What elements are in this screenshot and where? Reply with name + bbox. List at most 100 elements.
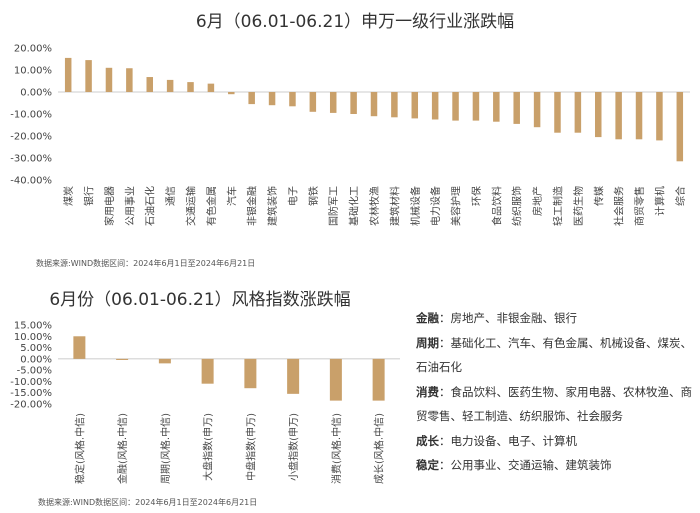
y-tick-label: 0.00% — [20, 88, 52, 99]
style-index-chart: 6月份（06.01-06.21）风格指数涨跌幅 15.00%10.00%5.00… — [10, 290, 400, 507]
bar — [554, 92, 561, 133]
x-category-label: 建筑材料 — [388, 186, 401, 226]
x-category-label: 美容护理 — [450, 186, 463, 226]
bar — [676, 92, 684, 162]
bar — [64, 57, 72, 92]
x-category-label: 成长(风格.中信) — [373, 413, 386, 484]
x-category-label: 医药生物 — [572, 186, 585, 226]
legend-row-growth: 成长：电力设备、电子、计算机 — [416, 433, 577, 448]
bar — [248, 92, 255, 105]
bar — [166, 79, 174, 92]
x-category-label: 商贸零售 — [633, 186, 646, 226]
bar — [533, 92, 541, 128]
bar — [207, 83, 215, 92]
x-category-label: 轻工制造 — [551, 186, 564, 226]
x-category-label: 稳定(风格.中信) — [73, 413, 86, 484]
x-category-label: 石油石化 — [144, 186, 157, 226]
x-category-label: 家用电器 — [103, 186, 116, 226]
chart1-title: 6月（06.01-06.21）申万一级行业涨跌幅 — [196, 12, 514, 32]
x-category-label: 机械设备 — [409, 186, 422, 226]
x-category-label: 传媒 — [593, 186, 605, 206]
x-category-label: 煤炭 — [62, 186, 75, 206]
bar — [228, 92, 235, 95]
legend-row-stable: 稳定：公用事业、交通运输、建筑装饰 — [416, 458, 612, 472]
bar — [574, 92, 582, 133]
bar — [513, 92, 520, 124]
bar — [472, 92, 480, 121]
bar — [289, 92, 296, 107]
bar — [201, 358, 214, 384]
bar — [116, 358, 129, 360]
y-tick-label: 20.00% — [14, 44, 52, 55]
x-category-label: 小盘指数(申万) — [287, 413, 300, 481]
x-category-label: 通信 — [165, 186, 177, 206]
y-tick-label: 10.00% — [14, 332, 52, 343]
x-category-label: 国防军工 — [327, 186, 340, 226]
x-category-label: 非银金融 — [246, 186, 259, 226]
bar — [391, 92, 398, 118]
bar — [350, 92, 357, 114]
x-category-label: 食品饮料 — [490, 186, 503, 226]
x-category-label: 环保 — [470, 186, 483, 206]
legend-row-cyclical: 周期：基础化工、汽车、有色金属、机械设备、煤炭、石油石化 — [416, 335, 692, 375]
x-category-label: 消费(风格.中信) — [330, 413, 343, 484]
bar — [105, 67, 113, 92]
bar — [244, 358, 257, 389]
x-category-label: 公用事业 — [123, 186, 136, 226]
bar — [452, 92, 459, 121]
y-tick-label: -20.00% — [10, 400, 52, 411]
y-tick-label: 10.00% — [14, 66, 52, 77]
x-category-label: 交通运输 — [185, 186, 198, 226]
x-category-label: 农林牧渔 — [368, 186, 381, 226]
x-category-label: 纺织服饰 — [511, 186, 524, 226]
y-tick-label: -15.00% — [10, 388, 52, 399]
x-category-label: 钢铁 — [307, 186, 320, 206]
x-category-label: 电子 — [286, 186, 299, 206]
y-tick-label: 0.00% — [20, 354, 52, 365]
x-category-label: 银行 — [83, 186, 96, 206]
bar — [329, 358, 342, 401]
bar — [187, 82, 194, 92]
y-tick-label: -30.00% — [10, 154, 52, 165]
bar — [372, 358, 385, 401]
y-tick-label: -40.00% — [10, 176, 52, 187]
chart1-source: 数据来源:WIND数据区间：2024年6月1日至2024年6月21日 — [36, 258, 255, 268]
bar — [595, 92, 602, 138]
bar — [85, 60, 92, 92]
x-category-label: 计算机 — [653, 186, 666, 216]
bar — [635, 92, 643, 140]
y-tick-label: -10.00% — [10, 377, 52, 388]
style-classification-legend: 金融：房地产、非银金融、银行 周期：基础化工、汽车、有色金属、机械设备、煤炭、石… — [416, 306, 694, 478]
bar — [268, 92, 276, 106]
bar — [329, 92, 337, 113]
bar — [431, 92, 439, 120]
bar — [287, 358, 300, 394]
x-category-label: 综合 — [674, 186, 687, 206]
bar — [411, 92, 419, 119]
bar — [126, 68, 133, 92]
y-tick-label: -20.00% — [10, 132, 52, 143]
bar — [146, 77, 153, 92]
bar — [73, 336, 86, 359]
bar — [370, 92, 378, 117]
x-category-label: 周期(风格.中信) — [159, 413, 172, 484]
x-category-label: 有色金属 — [205, 186, 218, 226]
x-category-label: 基础化工 — [348, 186, 361, 226]
x-category-label: 房地产 — [531, 186, 544, 216]
y-tick-label: -5.00% — [17, 366, 52, 377]
bar — [493, 92, 500, 122]
legend-row-finance: 金融：房地产、非银金融、银行 — [416, 311, 577, 325]
legend-row-consumer: 消费：食品饮料、医药生物、家用电器、农林牧渔、商贸零售、轻工制造、纺织服饰、社会… — [416, 384, 692, 424]
x-category-label: 社会服务 — [613, 186, 626, 226]
x-category-label: 电力设备 — [429, 186, 442, 226]
industry-change-chart: 6月（06.01-06.21）申万一级行业涨跌幅 20.00% 10.00% 0.0… — [10, 12, 690, 268]
bar — [656, 92, 663, 141]
x-category-label: 汽车 — [225, 186, 238, 206]
y-tick-label: 15.00% — [14, 321, 52, 332]
chart2-source: 数据来源:WIND数据区间：2024年6月1日至2024年6月21日 — [38, 497, 257, 507]
y-tick-label: -10.00% — [10, 110, 52, 121]
x-category-label: 金融(风格.中信) — [116, 413, 129, 484]
bar — [615, 92, 622, 140]
x-category-label: 中盘指数(申万) — [244, 413, 257, 481]
x-category-label: 大盘指数(申万) — [202, 413, 215, 481]
